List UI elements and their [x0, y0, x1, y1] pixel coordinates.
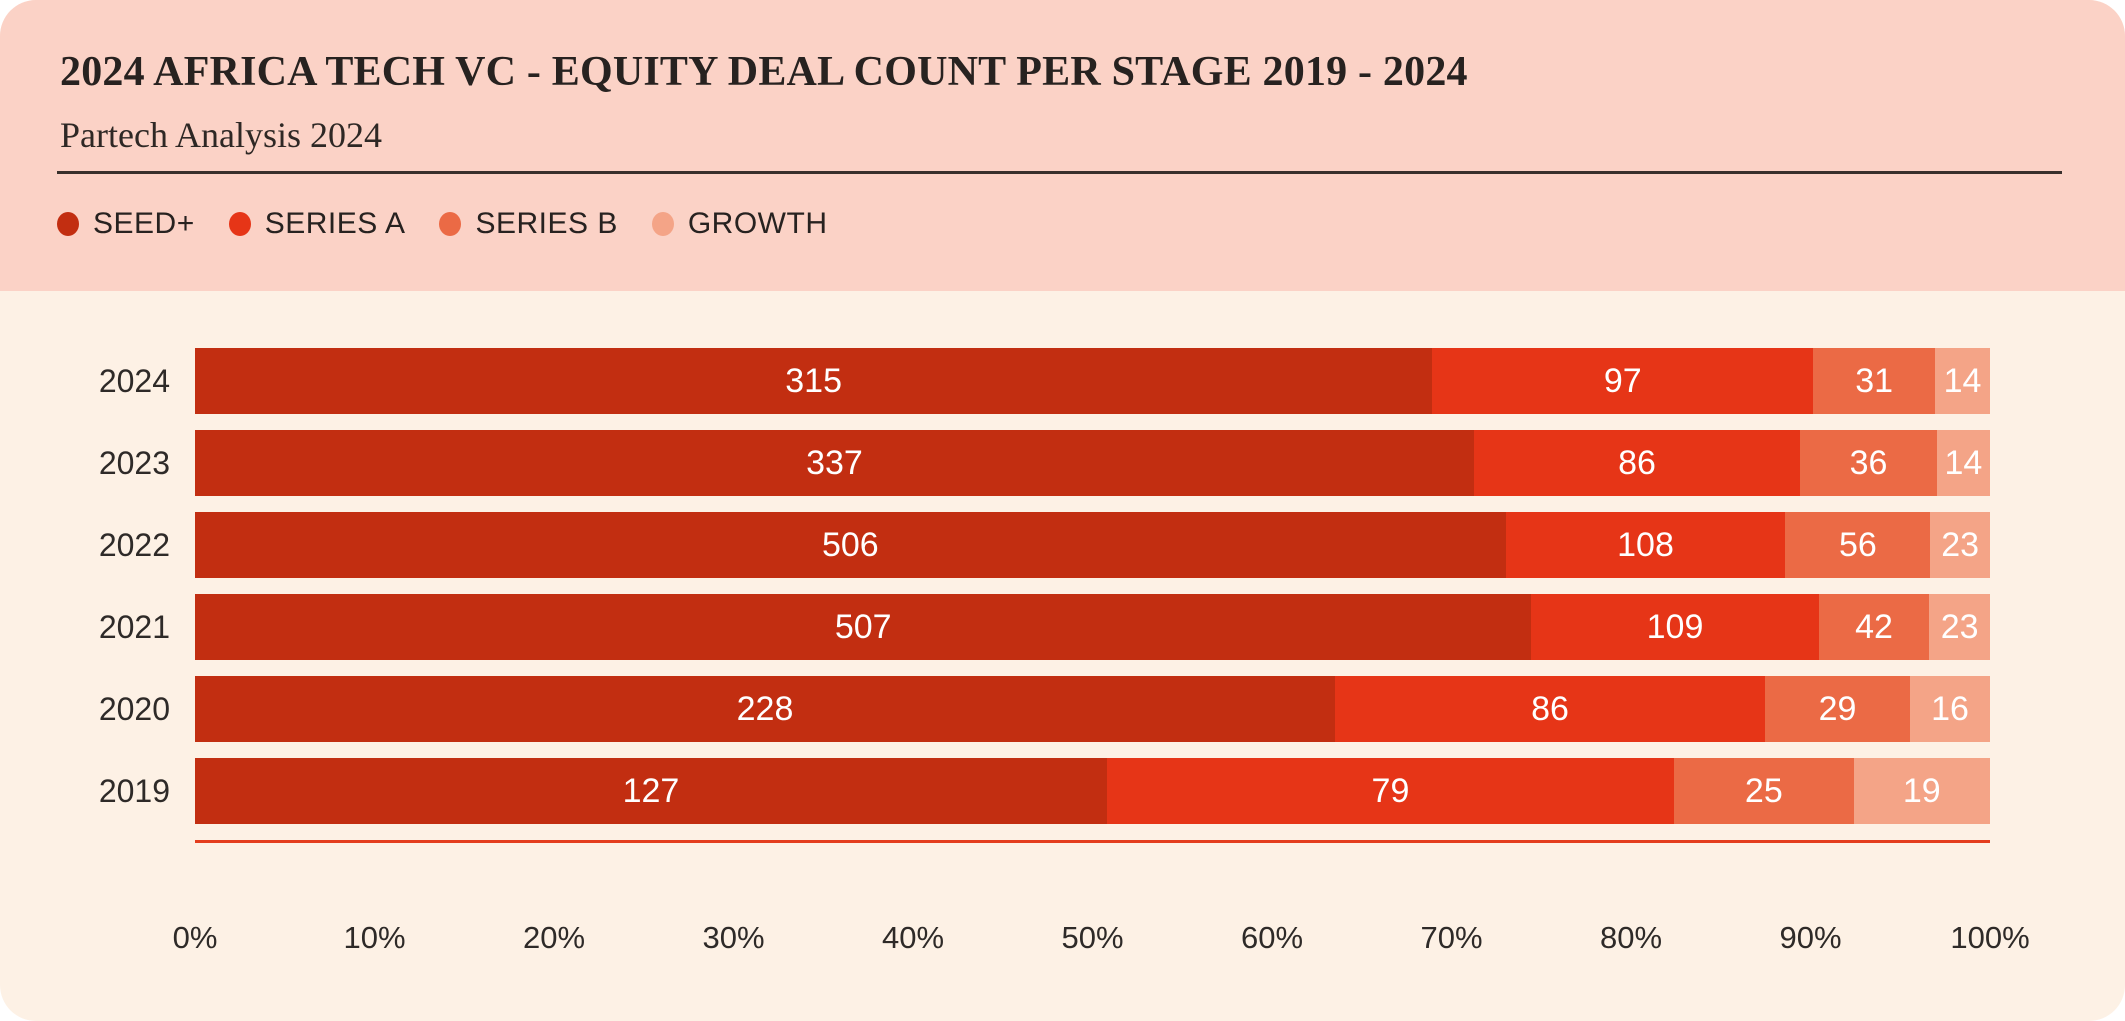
header: 2024 AFRICA TECH VC - EQUITY DEAL COUNT …: [0, 0, 2125, 291]
x-tick-label: 0%: [172, 920, 218, 955]
year-label: 2021: [98, 608, 170, 645]
bar-segment: 23: [1930, 512, 1990, 578]
bar-value-label: 86: [1618, 443, 1656, 482]
year-label: 2022: [98, 526, 170, 563]
legend-item: SERIES A: [228, 207, 406, 241]
legend: SEED+ SERIES A SERIES B GROWTH: [57, 207, 827, 241]
legend-color-dot-icon: [228, 212, 251, 236]
bar-value-label: 506: [821, 525, 879, 564]
bar-segment: 228: [195, 676, 1335, 742]
bar-value-label: 25: [1744, 771, 1783, 810]
year-label: 2023: [98, 444, 170, 481]
bar-segment: 36: [1800, 430, 1937, 496]
x-tick-label: 20%: [522, 920, 586, 955]
bar-segment: 29: [1765, 676, 1910, 742]
stacked-bar: 507 109 42 23: [195, 594, 1990, 660]
bar-value-label: 14: [1944, 443, 1983, 482]
bar-value-label: 19: [1902, 771, 1941, 810]
stacked-bar: 315 97 31 14: [195, 348, 1990, 414]
bar-row: 2020 228 86 29 16: [0, 676, 2125, 742]
bar-value-label: 56: [1838, 525, 1877, 564]
legend-color-dot-icon: [57, 212, 79, 236]
stacked-bar: 228 86 29 16: [195, 676, 1990, 742]
header-divider: [57, 171, 2062, 174]
legend-color-dot-icon: [651, 212, 674, 236]
bar-value-label: 228: [736, 689, 794, 728]
bar-segment: 337: [195, 430, 1474, 496]
stacked-bar: 506 108 56 23: [195, 512, 1990, 578]
bar-value-label: 23: [1940, 607, 1979, 646]
bar-segment: 19: [1853, 758, 1990, 824]
x-tick-label: 40%: [881, 920, 945, 955]
bar-value-label: 14: [1943, 361, 1982, 400]
bar-segment: 16: [1910, 676, 1990, 742]
bar-segment: 315: [195, 348, 1433, 414]
bar-segment: 97: [1432, 348, 1814, 414]
bar-value-label: 127: [622, 771, 680, 810]
bar-value-label: 109: [1646, 607, 1704, 646]
legend-item: SEED+: [57, 207, 195, 241]
bar-segment: 507: [195, 594, 1532, 660]
bar-segment: 506: [195, 512, 1506, 578]
chart-title: 2024 AFRICA TECH VC - EQUITY DEAL COUNT …: [60, 49, 1468, 95]
bar-value-label: 31: [1855, 361, 1894, 400]
x-tick-label: 100%: [1950, 920, 2030, 955]
stacked-bar: 127 79 25 19: [195, 758, 1990, 824]
bar-segment: 23: [1929, 594, 1990, 660]
year-label: 2019: [98, 772, 170, 809]
legend-item: SERIES B: [439, 207, 617, 241]
bar-segment: 109: [1531, 594, 1819, 660]
bar-segment: 56: [1785, 512, 1931, 578]
bar-segment: 31: [1813, 348, 1935, 414]
bar-value-label: 42: [1855, 607, 1893, 646]
x-tick-label: 80%: [1599, 920, 1663, 955]
bar-segment: 127: [195, 758, 1107, 824]
bar-segment: 86: [1335, 676, 1765, 742]
bar-segment: 79: [1106, 758, 1675, 824]
bar-row: 2023 337 86 36 14: [0, 430, 2125, 496]
x-tick-label: 70%: [1420, 920, 1483, 955]
bar-row: 2024 315 97 31 14: [0, 348, 2125, 414]
chart-subtitle: Partech Analysis 2024: [60, 115, 382, 155]
legend-label: SERIES B: [475, 207, 618, 240]
stacked-bar: 337 86 36 14: [195, 430, 1990, 496]
bar-row: 2021 507 109 42 23: [0, 594, 2125, 660]
bar-segment: 14: [1936, 430, 1990, 496]
bar-value-label: 79: [1371, 771, 1410, 810]
legend-label: GROWTH: [687, 207, 828, 240]
bar-value-label: 16: [1931, 689, 1969, 728]
legend-color-dot-icon: [439, 212, 462, 236]
bar-value-label: 337: [806, 443, 863, 482]
bar-value-label: 86: [1531, 689, 1569, 728]
x-tick-label: 50%: [1061, 920, 1124, 955]
bar-value-label: 315: [785, 361, 842, 400]
bar-value-label: 23: [1941, 525, 1980, 564]
bar-row: 2019 127 79 25 19: [0, 758, 2125, 824]
year-label: 2024: [98, 362, 170, 399]
bar-value-label: 97: [1603, 361, 1642, 400]
bar-segment: 108: [1505, 512, 1786, 578]
bar-value-label: 108: [1617, 525, 1674, 564]
bar-segment: 42: [1818, 594, 1930, 660]
bar-value-label: 507: [834, 607, 892, 646]
bar-segment: 14: [1934, 348, 1990, 414]
year-label: 2020: [98, 690, 170, 727]
bar-value-label: 36: [1849, 443, 1888, 482]
legend-label: SEED+: [93, 207, 195, 240]
x-tick-label: 30%: [702, 920, 765, 955]
bar-segment: 25: [1674, 758, 1854, 824]
x-axis-line: [195, 840, 1990, 843]
x-tick-label: 90%: [1779, 920, 1842, 955]
bar-segment: 86: [1473, 430, 1801, 496]
x-tick-label: 60%: [1240, 920, 1304, 955]
legend-item: GROWTH: [651, 207, 828, 241]
bar-row: 2022 506 108 56 23: [0, 512, 2125, 578]
x-tick-label: 10%: [343, 920, 406, 955]
x-axis: 0% 10% 20% 30% 40% 50% 60% 70% 80% 90% 100%: [173, 920, 2030, 962]
bar-value-label: 29: [1818, 689, 1857, 728]
legend-label: SERIES A: [264, 207, 406, 240]
